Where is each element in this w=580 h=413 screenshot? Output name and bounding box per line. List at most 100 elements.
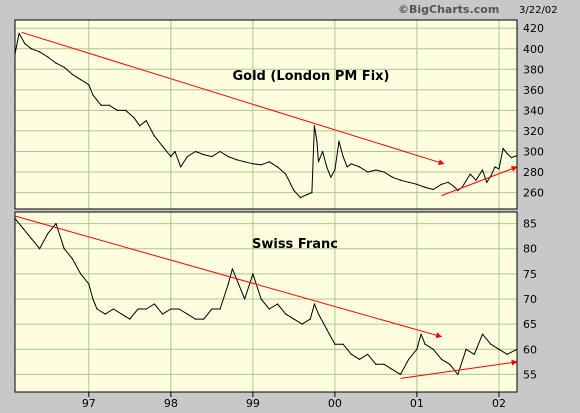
y-tick-label: 280 (523, 166, 544, 179)
gold-data-point (88, 84, 90, 86)
gold-data-point (96, 99, 98, 101)
gold-data-point (80, 78, 82, 81)
swiss-franc-data-point (498, 348, 500, 350)
gold-data-point (316, 140, 318, 142)
swiss-franc-data-point (104, 313, 106, 315)
gold-data-point (408, 181, 410, 183)
y-tick-label: 340 (523, 104, 544, 117)
swiss-franc-data-point (121, 313, 123, 315)
gold-data-point (170, 156, 172, 158)
gold-data-point (358, 166, 361, 168)
gold-data-point (375, 169, 377, 171)
gold-data-point (227, 156, 229, 158)
swiss-franc-data-point (473, 353, 475, 355)
gold-data-point (367, 171, 369, 173)
swiss-franc-panel: 55 60 65 70 75 80 85 Swiss Franc (14, 211, 537, 393)
swiss-franc-data-point (88, 283, 90, 285)
swiss-franc-data-point (145, 308, 147, 310)
swiss-franc-data-point (326, 328, 328, 330)
gold-frame (14, 19, 518, 210)
gold-data-point (475, 179, 477, 181)
swiss-franc-data-point (416, 348, 418, 350)
swiss-franc-data-point (420, 333, 422, 335)
swiss-franc-data-point (194, 318, 197, 320)
swiss-franc-data-point (350, 353, 352, 355)
swiss-franc-data-point (112, 308, 115, 310)
swiss-franc-data-point (227, 283, 229, 285)
gold-title: Gold (London PM Fix) (233, 69, 390, 84)
swiss-franc-data-point (309, 318, 311, 320)
gold-data-point (47, 56, 49, 58)
swiss-franc-data-point (285, 313, 287, 315)
gold-data-point (432, 188, 434, 191)
swiss-franc-data-point (22, 227, 24, 230)
y-tick-label: 80 (523, 243, 537, 256)
swiss-franc-data-point (96, 308, 98, 310)
chart-panels: 260 280 300 320 340 360 380 400 420 Gold (London … (14, 19, 544, 393)
y-tick-label: 400 (523, 43, 544, 56)
gold-data-point (350, 163, 352, 165)
date-text: 3/22/02 (519, 5, 558, 16)
swiss-franc-data-point (408, 358, 410, 360)
gold-data-point (194, 150, 197, 153)
swiss-franc-data-point (252, 273, 254, 275)
y-tick-label: 380 (523, 63, 544, 76)
x-tick-label: 97 (82, 397, 96, 410)
swiss-franc-data-point (440, 358, 443, 360)
gold-data-point (313, 125, 315, 127)
gold-data-point (116, 109, 119, 111)
gold-data-point (18, 32, 20, 34)
swiss-franc-data-point (301, 323, 303, 325)
gold-data-point (285, 173, 287, 175)
gold-data-point (219, 150, 221, 153)
gold-data-point (260, 164, 262, 166)
gold-data-point (306, 194, 308, 196)
y-tick-label: 85 (523, 218, 537, 231)
swiss-franc-data-point (30, 238, 33, 240)
gold-data-point (24, 43, 26, 45)
swiss-franc-data-point (137, 308, 139, 310)
swiss-franc-data-point (342, 343, 344, 345)
gold-data-point (440, 183, 443, 185)
gold-plot-area (15, 20, 517, 209)
gold-data-point (186, 156, 188, 158)
gold-data-point (321, 150, 324, 153)
swiss-franc-data-point (465, 348, 467, 350)
swiss-franc-plot-area (15, 212, 517, 392)
gold-data-point (510, 157, 512, 159)
swiss-franc-title: Swiss Franc (252, 237, 338, 252)
gold-data-point (416, 183, 418, 185)
brand-text: ©BigCharts.com (398, 3, 499, 16)
gold-data-point (139, 125, 141, 127)
swiss-franc-data-point (231, 268, 233, 270)
y-tick-label: 420 (523, 22, 544, 35)
gold-trendline (21, 31, 445, 166)
gold-data-point (486, 181, 488, 183)
swiss-franc-data-point (367, 353, 369, 355)
gold-data-point (71, 73, 74, 76)
y-tick-label: 75 (523, 268, 537, 281)
gold-data-point (108, 104, 110, 106)
gold-data-point (506, 152, 508, 155)
gold-data-point (203, 153, 205, 156)
gold-data-point (342, 156, 344, 158)
swiss-franc-data-point (47, 233, 49, 235)
gold-data-point (276, 166, 279, 168)
swiss-franc-data-point (153, 303, 156, 305)
gold-data-point (469, 173, 471, 175)
gold-data-point (330, 176, 332, 178)
gold-data-point (63, 66, 65, 68)
x-tick-label: 01 (410, 397, 424, 410)
gold-data-point (311, 191, 313, 194)
swiss-franc-data-point (490, 343, 492, 345)
y-tick-label: 70 (523, 293, 537, 306)
swiss-franc-data-point (293, 318, 295, 320)
y-tick-label: 300 (523, 145, 544, 158)
x-axis: 97 98 99 00 01 02 (82, 392, 506, 410)
gold-data-point (391, 176, 393, 178)
x-tick-label: 99 (246, 397, 260, 410)
swiss-franc-data-point (170, 308, 172, 310)
gold-data-point (244, 161, 246, 163)
swiss-franc-data-point (203, 318, 205, 320)
swiss-franc-data-point (186, 313, 188, 315)
